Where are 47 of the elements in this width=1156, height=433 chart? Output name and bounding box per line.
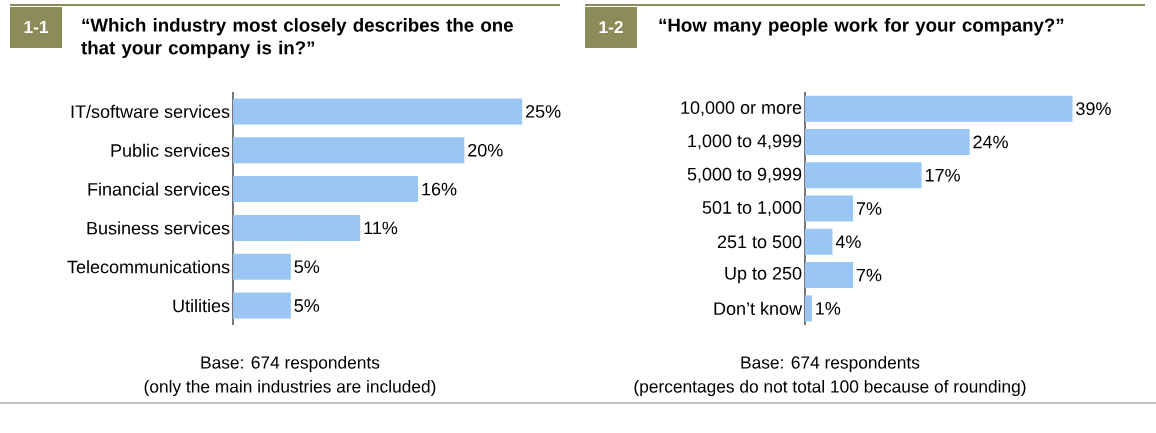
bar [805,128,970,155]
text: (only the main industries are included) [144,379,436,397]
y-tick-label: Public services [111,143,230,157]
data-label: 7% [856,268,882,282]
text: Base: 674 respondents [741,355,920,373]
data-label: 11% [364,221,398,235]
bar [233,137,465,164]
data-label: 24% [973,135,1008,149]
bar [233,214,361,241]
data-label: 20% [468,143,503,157]
data-label: 5% [294,299,320,312]
text: 1-1 [24,21,49,33]
bar [805,162,922,189]
y-tick-label: 5,000 to 9,999 [687,167,802,183]
bar [805,228,833,255]
data-label: 17% [925,168,960,182]
y-tick-label: IT/software services [71,104,230,119]
data-label: 16% [422,182,457,196]
bar [805,295,812,322]
data-label: 39% [1076,102,1111,116]
y-tick-label: Don’t know [714,301,803,315]
data-label: 5% [294,260,320,274]
y-tick-label: 251 to 500 [717,235,802,249]
bar [805,95,1073,122]
y-tick-label: 501 to 1,000 [702,201,802,216]
text: 1-2 [599,20,623,34]
bar [233,292,291,319]
y-tick-label: Utilities [173,298,230,313]
chart-title: “Which industry most closely describes the one that your company is in?” [81,18,513,59]
y-tick-label: 10,000 or more [681,101,802,117]
bar [233,253,291,280]
y-tick-label: Financial services [88,182,230,196]
data-label: 7% [856,202,882,215]
y-tick-label: Telecommunications [67,260,230,274]
data-label: 1% [816,302,841,315]
data-label: 4% [835,235,861,249]
bar [233,98,523,125]
bar [805,195,854,222]
bar [805,262,854,289]
text: Base: 674 respondents [201,355,380,373]
y-tick-label: 1,000 to 4,999 [688,134,802,150]
y-tick-label: Up to 250 [725,266,802,284]
chart-title: “How many people work for your company?” [659,18,1064,36]
text: (percentages do not total 100 because of rounding) [634,379,1026,397]
data-label: 25% [526,105,561,118]
bar [233,176,419,203]
y-tick-label: Business services [87,221,230,235]
